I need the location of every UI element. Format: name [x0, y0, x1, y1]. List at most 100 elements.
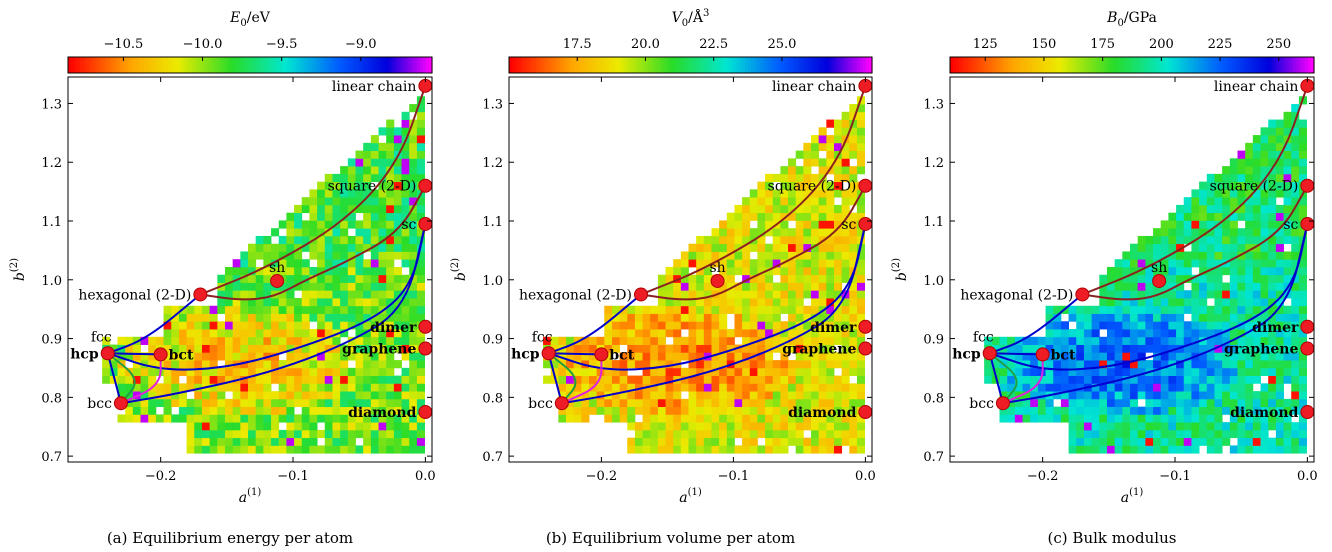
marker-diamond [1300, 405, 1315, 420]
heat-cell [811, 135, 820, 144]
heat-cell [1291, 383, 1300, 392]
heat-cell [1275, 321, 1284, 330]
heat-cell [409, 336, 418, 345]
heat-cell [826, 321, 835, 330]
heat-cell [1199, 360, 1208, 369]
heat-cell [1091, 367, 1100, 376]
heat-cell [680, 336, 689, 345]
heat-cell [1283, 181, 1292, 190]
heat-cell [294, 259, 303, 268]
heat-cell [1222, 305, 1231, 314]
heat-cell [1160, 344, 1169, 353]
heat-cell [409, 375, 418, 384]
heat-cell [416, 383, 425, 392]
heat-cell [818, 158, 827, 167]
heat-cell [1275, 235, 1284, 245]
y-axis-label-bulk-modulus: b(2) [891, 258, 910, 281]
heat-cell [742, 212, 751, 221]
heat-cell [841, 259, 850, 268]
heat-cell [726, 344, 735, 353]
heat-cell [1260, 189, 1269, 198]
heat-cell [1298, 329, 1307, 338]
heat-cell [642, 391, 651, 400]
heat-cell [1160, 235, 1169, 245]
heat-cell [340, 220, 349, 229]
colorbar-segment [814, 57, 819, 73]
heat-cell [286, 313, 295, 322]
heat-cell [734, 398, 743, 408]
heat-cell [309, 305, 318, 314]
heat-cell [355, 383, 364, 392]
heat-cell [772, 406, 781, 415]
heat-cell [416, 437, 425, 446]
colorbar-segment [587, 57, 592, 73]
heat-cell [1268, 290, 1277, 299]
heat-cell [742, 398, 751, 408]
colorbar-segment [1031, 57, 1036, 73]
heat-cell [703, 243, 712, 252]
heat-cell [849, 212, 858, 221]
heat-cell [263, 437, 272, 446]
heat-cell [765, 173, 774, 183]
heat-cell [1245, 344, 1254, 353]
heat-cell [581, 336, 590, 345]
y-tick-label: 0.7 [482, 450, 503, 465]
heat-cell [657, 336, 666, 345]
marker-sh [1152, 273, 1167, 288]
heat-cell [772, 313, 781, 322]
heat-cell [1291, 235, 1300, 245]
heat-cell [278, 344, 287, 353]
heat-cell [573, 375, 582, 384]
colorbar-segment [140, 57, 145, 73]
heat-cell [416, 429, 425, 439]
heat-cell [849, 329, 858, 338]
heat-cell [703, 375, 712, 384]
heat-cell [811, 158, 820, 167]
heat-cell [1099, 344, 1108, 353]
heat-cell [1183, 398, 1192, 408]
heat-cell [1206, 290, 1215, 299]
heat-cell [347, 197, 356, 206]
heat-cell [650, 344, 659, 353]
heat-cell [286, 329, 295, 338]
heat-cell [401, 274, 410, 283]
heat-cell [1183, 220, 1192, 229]
heat-cell [1153, 375, 1162, 384]
heat-cell [217, 398, 226, 408]
heat-cell [1068, 344, 1077, 353]
heat-cell [271, 305, 280, 314]
heat-cell [833, 305, 843, 314]
heat-cell [604, 406, 613, 415]
heat-cell [795, 422, 804, 431]
label-sc: sc [841, 217, 856, 233]
y-tick-label: 1.1 [482, 215, 503, 230]
heat-cell [765, 336, 774, 345]
heat-cell [1206, 313, 1215, 322]
heat-cell [1229, 228, 1238, 237]
heat-cell [393, 391, 402, 400]
heat-cell [1114, 290, 1123, 299]
heat-cell [1007, 406, 1016, 415]
heat-cell [1245, 352, 1254, 361]
heat-cell [826, 243, 835, 252]
heat-cell [340, 406, 349, 415]
heat-cell [1137, 383, 1146, 392]
heat-cell [294, 212, 303, 221]
colorbar-tick-label: 175 [1090, 37, 1115, 52]
heat-cell [209, 367, 218, 376]
heat-cell [1206, 445, 1215, 454]
heat-cell [1068, 406, 1077, 415]
heat-cell [332, 321, 341, 330]
heat-cell [757, 305, 766, 314]
heat-cell [642, 329, 651, 338]
heat-cell [757, 266, 766, 276]
heat-cell [604, 414, 613, 423]
heat-cell [703, 445, 712, 454]
heat-cell [294, 313, 303, 322]
heat-cell [634, 398, 643, 408]
heat-cell [1237, 329, 1246, 338]
heat-cell [1268, 313, 1277, 322]
heat-cell [803, 406, 812, 415]
heat-cell [811, 197, 820, 206]
heat-cell [788, 360, 797, 369]
